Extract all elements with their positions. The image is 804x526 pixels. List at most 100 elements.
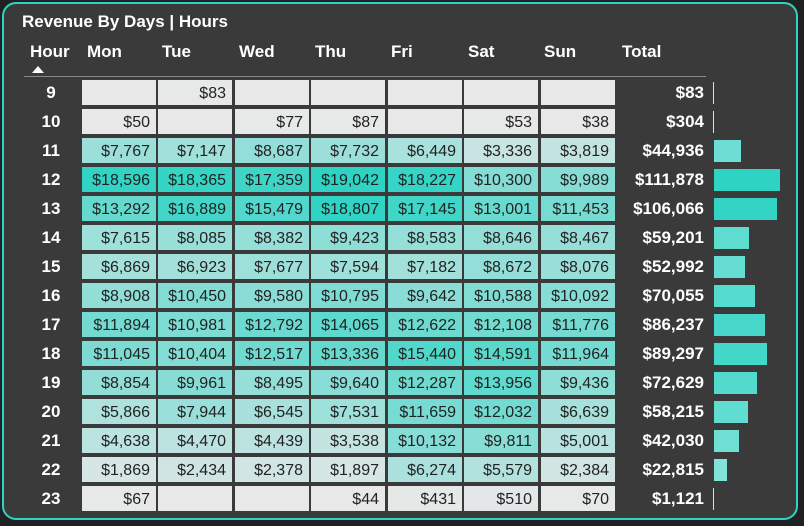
table-row[interactable]: 17 $11,894 $10,981 $12,792 $14,065 $12,622 $12… [4, 310, 800, 339]
cell-mon[interactable]: $8,854 [81, 369, 157, 396]
cell-thu[interactable]: $9,423 [310, 224, 386, 251]
cell-mon[interactable]: $67 [81, 485, 157, 512]
cell-fri[interactable]: $7,182 [387, 253, 463, 280]
cell-fri[interactable]: $11,659 [387, 398, 463, 425]
table-row[interactable]: 22 $1,869 $2,434 $2,378 $1,897 $6,274 $5,579 $2… [4, 455, 800, 484]
cell-sun[interactable]: $11,776 [540, 311, 616, 338]
column-header-sun[interactable]: Sun [544, 42, 577, 61]
cell-mon[interactable]: $50 [81, 108, 157, 135]
cell-sun[interactable]: $2,384 [540, 456, 616, 483]
cell-thu[interactable]: $3,538 [310, 427, 386, 454]
cell-sun[interactable]: $9,989 [540, 166, 616, 193]
cell-sun[interactable]: $5,001 [540, 427, 616, 454]
cell-thu[interactable]: $44 [310, 485, 386, 512]
cell-wed[interactable]: $17,359 [234, 166, 310, 193]
cell-fri[interactable]: $15,440 [387, 340, 463, 367]
cell-thu[interactable]: $14,065 [310, 311, 386, 338]
cell-sun[interactable]: $8,467 [540, 224, 616, 251]
cell-thu[interactable]: $19,042 [310, 166, 386, 193]
cell-thu[interactable]: $10,795 [310, 282, 386, 309]
cell-sat[interactable] [463, 79, 539, 106]
cell-tue[interactable]: $4,470 [157, 427, 233, 454]
cell-sat[interactable]: $10,588 [463, 282, 539, 309]
cell-sun[interactable]: $3,819 [540, 137, 616, 164]
cell-sat[interactable]: $13,956 [463, 369, 539, 396]
table-row[interactable]: 20 $5,866 $7,944 $6,545 $7,531 $11,659 $12,032… [4, 397, 800, 426]
cell-mon[interactable]: $7,615 [81, 224, 157, 251]
cell-wed[interactable]: $15,479 [234, 195, 310, 222]
cell-fri[interactable]: $12,622 [387, 311, 463, 338]
table-row[interactable]: 23 $67 $44 $431 $510 $70 $1,121 [4, 484, 800, 513]
cell-tue[interactable]: $7,944 [157, 398, 233, 425]
cell-mon[interactable]: $6,869 [81, 253, 157, 280]
table-row[interactable]: 18 $11,045 $10,404 $12,517 $13,336 $15,440 $14… [4, 339, 800, 368]
cell-sun[interactable]: $38 [540, 108, 616, 135]
cell-sat[interactable]: $10,300 [463, 166, 539, 193]
cell-tue[interactable] [157, 485, 233, 512]
cell-tue[interactable] [157, 108, 233, 135]
cell-wed[interactable]: $8,382 [234, 224, 310, 251]
cell-sat[interactable]: $9,811 [463, 427, 539, 454]
cell-mon[interactable]: $11,045 [81, 340, 157, 367]
cell-wed[interactable]: $12,792 [234, 311, 310, 338]
cell-wed[interactable] [234, 79, 310, 106]
cell-thu[interactable]: $9,640 [310, 369, 386, 396]
cell-fri[interactable] [387, 79, 463, 106]
cell-fri[interactable] [387, 108, 463, 135]
cell-tue[interactable]: $8,085 [157, 224, 233, 251]
cell-wed[interactable]: $12,517 [234, 340, 310, 367]
cell-tue[interactable]: $10,404 [157, 340, 233, 367]
cell-fri[interactable]: $10,132 [387, 427, 463, 454]
table-row[interactable]: 13 $13,292 $16,889 $15,479 $18,807 $17,145 $13… [4, 194, 800, 223]
cell-fri[interactable]: $8,583 [387, 224, 463, 251]
cell-mon[interactable]: $11,894 [81, 311, 157, 338]
cell-thu[interactable]: $13,336 [310, 340, 386, 367]
cell-thu[interactable]: $7,594 [310, 253, 386, 280]
cell-sat[interactable]: $510 [463, 485, 539, 512]
cell-mon[interactable]: $4,638 [81, 427, 157, 454]
cell-sun[interactable]: $70 [540, 485, 616, 512]
cell-tue[interactable]: $2,434 [157, 456, 233, 483]
table-row[interactable]: 21 $4,638 $4,470 $4,439 $3,538 $10,132 $9,811 $… [4, 426, 800, 455]
table-row[interactable]: 11 $7,767 $7,147 $8,687 $7,732 $6,449 $3,336 $3… [4, 136, 800, 165]
cell-tue[interactable]: $16,889 [157, 195, 233, 222]
cell-mon[interactable]: $7,767 [81, 137, 157, 164]
cell-tue[interactable]: $18,365 [157, 166, 233, 193]
cell-sat[interactable]: $8,646 [463, 224, 539, 251]
cell-sat[interactable]: $53 [463, 108, 539, 135]
cell-sun[interactable] [540, 79, 616, 106]
cell-wed[interactable]: $2,378 [234, 456, 310, 483]
cell-sat[interactable]: $5,579 [463, 456, 539, 483]
cell-tue[interactable]: $9,961 [157, 369, 233, 396]
cell-thu[interactable]: $7,531 [310, 398, 386, 425]
cell-mon[interactable]: $13,292 [81, 195, 157, 222]
cell-thu[interactable]: $7,732 [310, 137, 386, 164]
cell-sat[interactable]: $3,336 [463, 137, 539, 164]
cell-sun[interactable]: $11,964 [540, 340, 616, 367]
cell-sun[interactable]: $9,436 [540, 369, 616, 396]
cell-fri[interactable]: $6,274 [387, 456, 463, 483]
cell-wed[interactable]: $7,677 [234, 253, 310, 280]
cell-wed[interactable]: $4,439 [234, 427, 310, 454]
cell-mon[interactable]: $5,866 [81, 398, 157, 425]
column-header-total[interactable]: Total [622, 42, 662, 61]
column-header-thu[interactable]: Thu [315, 42, 347, 61]
cell-sat[interactable]: $8,672 [463, 253, 539, 280]
cell-mon[interactable]: $8,908 [81, 282, 157, 309]
table-row[interactable]: 10 $50 $77 $87 $53 $38 $304 [4, 107, 800, 136]
cell-fri[interactable]: $17,145 [387, 195, 463, 222]
cell-fri[interactable]: $18,227 [387, 166, 463, 193]
cell-wed[interactable]: $8,495 [234, 369, 310, 396]
cell-fri[interactable]: $431 [387, 485, 463, 512]
table-row[interactable]: 12 $18,596 $18,365 $17,359 $19,042 $18,227 $10… [4, 165, 800, 194]
sort-ascending-icon[interactable] [32, 66, 44, 73]
table-row[interactable]: 16 $8,908 $10,450 $9,580 $10,795 $9,642 $10,58… [4, 281, 800, 310]
cell-sun[interactable]: $6,639 [540, 398, 616, 425]
column-header-hour[interactable]: Hour [30, 42, 70, 61]
cell-sat[interactable]: $12,108 [463, 311, 539, 338]
cell-sun[interactable]: $10,092 [540, 282, 616, 309]
column-header-fri[interactable]: Fri [391, 42, 413, 61]
cell-tue[interactable]: $83 [157, 79, 233, 106]
cell-thu[interactable]: $1,897 [310, 456, 386, 483]
cell-wed[interactable]: $8,687 [234, 137, 310, 164]
